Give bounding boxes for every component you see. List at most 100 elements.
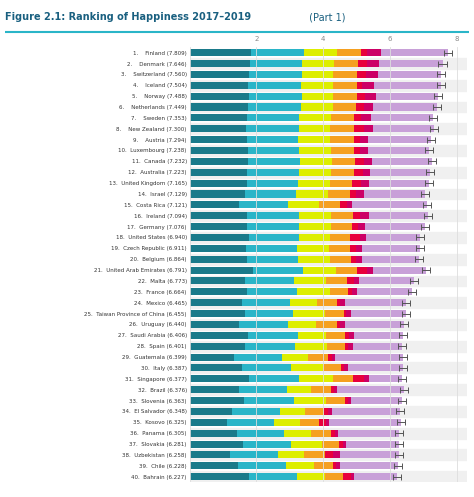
Bar	[370, 168, 430, 176]
Bar	[329, 245, 350, 252]
Bar	[362, 245, 420, 252]
Bar	[369, 179, 429, 187]
Bar	[190, 275, 467, 286]
Bar	[357, 266, 367, 274]
Bar	[362, 82, 374, 89]
Bar	[278, 451, 304, 458]
Bar	[333, 451, 340, 458]
Bar	[352, 179, 361, 187]
Bar	[301, 103, 333, 110]
Bar	[346, 440, 400, 448]
Bar	[335, 429, 338, 437]
Bar	[190, 212, 247, 219]
Bar	[331, 429, 335, 437]
Bar	[368, 136, 431, 143]
Bar	[365, 223, 425, 230]
Bar	[311, 386, 331, 393]
Bar	[190, 232, 467, 243]
Bar	[349, 332, 354, 339]
Bar	[344, 364, 347, 371]
Bar	[247, 288, 297, 295]
Bar	[337, 299, 340, 306]
Bar	[190, 114, 247, 121]
Bar	[292, 364, 323, 371]
Bar	[354, 168, 364, 176]
Bar	[352, 201, 428, 208]
Bar	[190, 234, 249, 241]
Bar	[373, 125, 434, 132]
Bar	[190, 397, 244, 404]
Bar	[331, 114, 354, 121]
Bar	[190, 101, 467, 112]
Bar	[369, 212, 428, 219]
Bar	[282, 353, 308, 361]
Bar	[338, 429, 399, 437]
Bar	[346, 310, 351, 317]
Bar	[356, 190, 364, 197]
Bar	[367, 60, 379, 67]
Bar	[190, 125, 246, 132]
Bar	[360, 212, 369, 219]
Bar	[293, 310, 325, 317]
Bar	[243, 440, 291, 448]
Bar	[253, 266, 303, 274]
Bar	[354, 147, 360, 154]
Bar	[352, 288, 357, 295]
Bar	[330, 255, 351, 263]
Bar	[308, 353, 328, 361]
Bar	[298, 332, 326, 339]
Bar	[347, 397, 351, 404]
Bar	[250, 60, 302, 67]
Bar	[324, 408, 328, 415]
Bar	[244, 397, 294, 404]
Bar	[333, 82, 356, 89]
Bar	[190, 419, 227, 426]
Bar	[344, 310, 346, 317]
Bar	[351, 473, 354, 480]
Bar	[314, 462, 333, 469]
Bar	[317, 299, 337, 306]
Bar	[376, 92, 438, 100]
Bar	[378, 71, 441, 78]
Bar	[190, 384, 467, 395]
Bar	[190, 332, 248, 339]
Bar	[239, 386, 287, 393]
Bar	[326, 397, 345, 404]
Bar	[358, 60, 367, 67]
Bar	[248, 332, 298, 339]
Bar	[335, 353, 403, 361]
Bar	[348, 288, 352, 295]
Bar	[345, 397, 347, 404]
Bar	[190, 362, 467, 373]
Bar	[190, 277, 245, 284]
Bar	[325, 310, 344, 317]
Bar	[303, 266, 336, 274]
Bar	[331, 212, 353, 219]
Bar	[333, 103, 356, 110]
Bar	[361, 49, 367, 56]
Bar	[311, 429, 331, 437]
Bar	[190, 223, 247, 230]
Bar	[247, 255, 298, 263]
Bar	[382, 49, 448, 56]
Bar	[299, 375, 333, 382]
Bar	[345, 342, 348, 350]
Bar	[247, 136, 298, 143]
Bar	[190, 321, 239, 328]
Bar	[373, 103, 437, 110]
Bar	[245, 277, 294, 284]
Bar	[299, 114, 331, 121]
Bar	[351, 310, 406, 317]
Bar	[190, 179, 247, 187]
Bar	[364, 125, 373, 132]
Bar	[299, 125, 330, 132]
Bar	[354, 277, 359, 284]
Bar	[328, 408, 332, 415]
Bar	[300, 419, 319, 426]
Bar	[294, 277, 326, 284]
Text: (Part 1): (Part 1)	[306, 12, 345, 22]
Bar	[304, 49, 337, 56]
Bar	[340, 462, 398, 469]
Bar	[190, 58, 467, 69]
Bar	[299, 147, 330, 154]
